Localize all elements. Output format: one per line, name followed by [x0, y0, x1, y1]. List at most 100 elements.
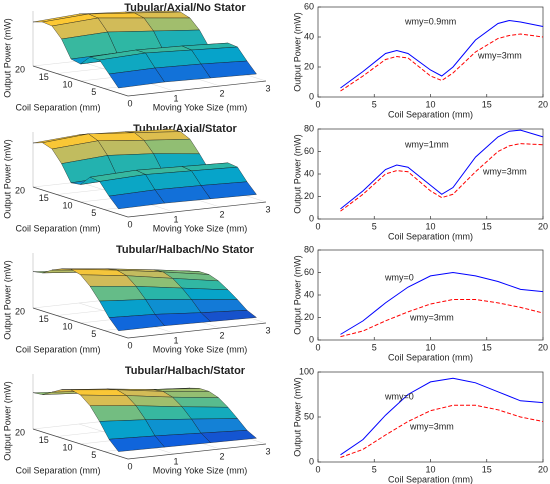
surface-patch — [88, 12, 145, 19]
line-chart: 0 5 10 15 20 0 20 40 60 80 wmy=0 wmy=3mm Coil Separa… — [292, 244, 548, 362]
series-label: wmy=3mm — [409, 312, 454, 322]
x-axis — [127, 80, 267, 97]
x-tick-label: 15 — [482, 464, 492, 474]
y-axis-label: Output Power (mW) — [292, 12, 302, 92]
x-tick-label: 5 — [372, 99, 377, 109]
x-tick-label: 1 — [173, 93, 178, 103]
series-label: wmy=0 — [384, 391, 414, 401]
x-tick-label: 0 — [127, 340, 132, 350]
y-tick-label: 5 — [91, 329, 96, 339]
data-line — [340, 33, 544, 92]
x-tick-label: 3 — [265, 446, 270, 456]
data-line — [340, 377, 544, 456]
x-axis-label: Coil Separation (mm) — [388, 109, 473, 119]
x-axis-label: Coil Separation (mm) — [388, 231, 473, 241]
x-tick-label: 10 — [425, 99, 435, 109]
x-tick-label: 2 — [219, 209, 224, 219]
y-tick-label: 10 — [62, 79, 72, 89]
y-tick-label: 15 — [39, 435, 49, 445]
surface-patch — [97, 140, 154, 156]
y-tick-label: 80 — [304, 123, 314, 133]
y-axis — [32, 307, 129, 339]
surface-plot: Tubular/Halbach/No Stator 0 1 2 3 5 10 15 20 Movi… — [2, 244, 270, 354]
x-tick-label: 2 — [219, 330, 224, 340]
series-label: wmy=1mm — [404, 139, 449, 149]
x-tick-label: 10 — [425, 464, 435, 474]
x-axis-label: Moving Yoke Size (mm) — [153, 465, 248, 475]
y-tick-label: 60 — [304, 146, 314, 156]
chart-title: Tubular/Halbach/No Stator — [116, 244, 255, 256]
surface-patch — [145, 299, 202, 315]
line-chart: 0 5 10 15 20 0 50 100 wmy=0 wmy=3mm Coil Separatio… — [292, 366, 548, 484]
x-axis-label: Moving Yoke Size (mm) — [153, 344, 248, 354]
y-axis — [32, 428, 129, 460]
surface-patch — [143, 138, 200, 154]
data-line — [340, 271, 544, 335]
surface-patch — [89, 405, 146, 422]
y-tick-label: 15 — [39, 314, 49, 324]
surface-patch — [145, 418, 202, 437]
x-tick-label: 20 — [538, 221, 548, 231]
y-axis-label: Output Power (mW) — [292, 134, 302, 214]
z-axis-label: Output Power (mW) — [2, 381, 12, 461]
x-tick-label: 2 — [219, 451, 224, 461]
y-tick-label: 15 — [39, 193, 49, 203]
surface-patch — [89, 286, 146, 302]
x-tick-label: 20 — [538, 99, 548, 109]
y-tick-label: 0 — [309, 334, 314, 344]
x-tick-label: 0 — [315, 342, 320, 352]
surface-patch — [108, 435, 165, 452]
y-tick-label: 20 — [15, 306, 25, 316]
data-line — [340, 129, 544, 210]
surface-patch — [80, 394, 137, 406]
x-axis-label: Coil Separation (mm) — [388, 352, 473, 362]
line-chart: 0 5 10 15 20 0 20 40 60 80 wmy=1mm wmy=3mm Coil Sepa… — [292, 123, 548, 241]
plot-area — [317, 371, 544, 463]
data-line — [340, 143, 544, 212]
data-line — [340, 19, 544, 89]
x-tick-label: 2 — [219, 88, 224, 98]
z-axis-label: Output Power (mW) — [2, 18, 12, 98]
line-chart: 0 5 10 15 20 0 20 40 60 wmy=0.9mm wmy=3mm Coil Sepa… — [292, 1, 548, 119]
y-axis-label: Coil Separation (mm) — [15, 344, 100, 354]
surface-patch — [181, 406, 238, 420]
x-tick-label: 3 — [265, 204, 270, 214]
y-tick-label: 40 — [304, 289, 314, 299]
x-tick-label: 10 — [425, 221, 435, 231]
surface-patch — [99, 419, 156, 440]
x-tick-label: 10 — [425, 342, 435, 352]
surface-patch — [108, 189, 165, 210]
surface-patch — [70, 389, 128, 396]
plot-area — [317, 128, 544, 220]
y-tick-label: 15 — [39, 72, 49, 82]
x-tick-label: 0 — [127, 219, 132, 229]
x-axis — [127, 322, 267, 339]
y-tick-label: 5 — [91, 208, 96, 218]
y-tick-label: 0 — [309, 91, 314, 101]
x-axis-label: Moving Yoke Size (mm) — [153, 102, 248, 112]
x-axis-label: Moving Yoke Size (mm) — [153, 223, 248, 233]
surface-patch — [133, 11, 191, 19]
y-tick-label: 50 — [304, 411, 314, 421]
y-axis-label: Coil Separation (mm) — [15, 223, 100, 233]
y-tick-label: 10 — [62, 321, 72, 331]
chart-title: Tubular/Axial/No Stator — [124, 2, 246, 14]
x-tick-label: 0 — [127, 461, 132, 471]
surface-patch — [108, 67, 165, 89]
series-label: wmy=3mm — [477, 50, 522, 60]
y-tick-label: 10 — [62, 442, 72, 452]
y-tick-label: 20 — [15, 64, 25, 74]
x-tick-label: 3 — [265, 83, 270, 93]
surface-patch — [97, 17, 154, 33]
x-tick-label: 0 — [315, 464, 320, 474]
x-tick-label: 5 — [372, 464, 377, 474]
y-tick-label: 5 — [91, 87, 96, 97]
y-axis — [32, 186, 129, 218]
x-tick-label: 0 — [315, 99, 320, 109]
data-line — [340, 404, 544, 458]
x-axis — [127, 201, 267, 218]
surface-plot: Tubular/Halbach/Stator 0 1 2 3 5 10 15 20 Moving … — [2, 365, 270, 475]
y-tick-label: 20 — [15, 185, 25, 195]
y-tick-label: 60 — [304, 267, 314, 277]
